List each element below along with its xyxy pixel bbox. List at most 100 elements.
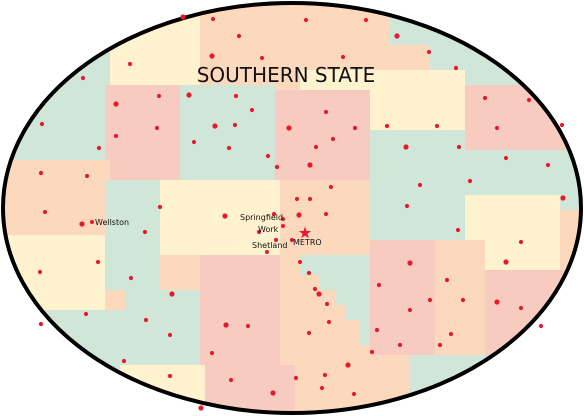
work-dot[interactable] [281,224,285,228]
town-dot [494,299,500,305]
town-dot [426,49,432,55]
town-dot [352,125,358,131]
town-dot [384,123,390,129]
springfield-dot[interactable] [281,217,285,221]
town-dot [37,269,43,275]
town-dot [448,331,454,337]
town-dot [297,259,303,265]
town-dot [198,405,204,411]
town-dot [482,95,488,101]
county-region [370,70,465,130]
town-dot [434,123,440,129]
metro-label: METRO [293,238,322,247]
town-dot [417,182,423,188]
town-dot [270,390,276,396]
county-region [200,255,280,365]
county-region [465,150,540,195]
town-dot [444,277,450,283]
town-dot [407,307,413,313]
town-dot [271,211,277,217]
town-dot [232,122,238,128]
town-dot [296,212,302,218]
town-dot [156,93,162,99]
town-dot [545,162,551,168]
town-dot [494,125,500,131]
town-dot [559,122,565,128]
town-dot [303,17,309,23]
town-dot [169,291,175,297]
county-region [160,180,280,255]
town-dot [538,323,544,329]
town-dot [403,144,409,150]
county-region [435,240,485,355]
town-dot [518,239,524,245]
town-dot [330,136,336,142]
town-dot [456,144,462,150]
town-dot [322,372,328,378]
town-dot [80,75,86,81]
town-dot [259,55,265,61]
county-region [485,270,581,360]
town-dot [467,178,473,184]
town-dot [351,391,357,397]
town-dot [503,259,509,265]
town-dot [222,213,228,219]
town-dot [323,211,329,217]
town-dot [323,109,329,115]
shetland-dot[interactable] [265,250,269,254]
town-dot [236,33,242,39]
town-dot [83,311,89,317]
town-dot [376,282,382,288]
town-dot [319,385,325,391]
town-dot [167,332,173,338]
metro-star-icon[interactable] [298,226,312,239]
town-dot [121,358,127,364]
town-dot [209,53,215,59]
county-region [280,180,370,260]
county-region [490,360,581,413]
town-dot [307,162,313,168]
town-dot [453,65,459,71]
county-region [275,90,370,180]
town-dot [113,133,119,139]
town-dot [96,145,102,151]
town-dot [209,350,215,356]
town-dots [37,14,566,411]
town-dot [142,229,148,235]
town-dot [212,123,218,129]
county-region [300,255,370,345]
town-dot [293,375,299,381]
county-region [125,290,200,365]
wellston-dot[interactable] [90,220,94,224]
town-dot [167,373,173,379]
town-dot [324,301,330,307]
town-dot [316,291,322,297]
shetland-label: Shetland [252,241,287,250]
town-dot [233,93,239,99]
state-title: SOUTHERN STATE [197,63,376,87]
town-dot [38,170,44,176]
county-region [200,3,300,95]
town-dot [228,377,234,383]
town-dot [79,221,85,227]
town-dot [518,305,524,311]
county-region [370,130,465,240]
county-region [300,3,390,70]
county-region [105,85,180,180]
town-dot [210,16,216,22]
town-dot [460,297,466,303]
work-label: Work [258,225,279,234]
town-dot [328,184,334,190]
town-dot [363,17,369,23]
town-dot [526,97,532,103]
town-dot [394,33,400,39]
town-dot [427,297,433,303]
town-dot [307,196,313,202]
labeled-places: Wellston Springfield Work METRO Shetland [90,213,322,254]
town-dot [226,145,232,151]
town-dot [312,286,318,292]
town-dot [437,342,443,348]
town-dot [223,322,229,328]
town-dot [128,275,134,281]
